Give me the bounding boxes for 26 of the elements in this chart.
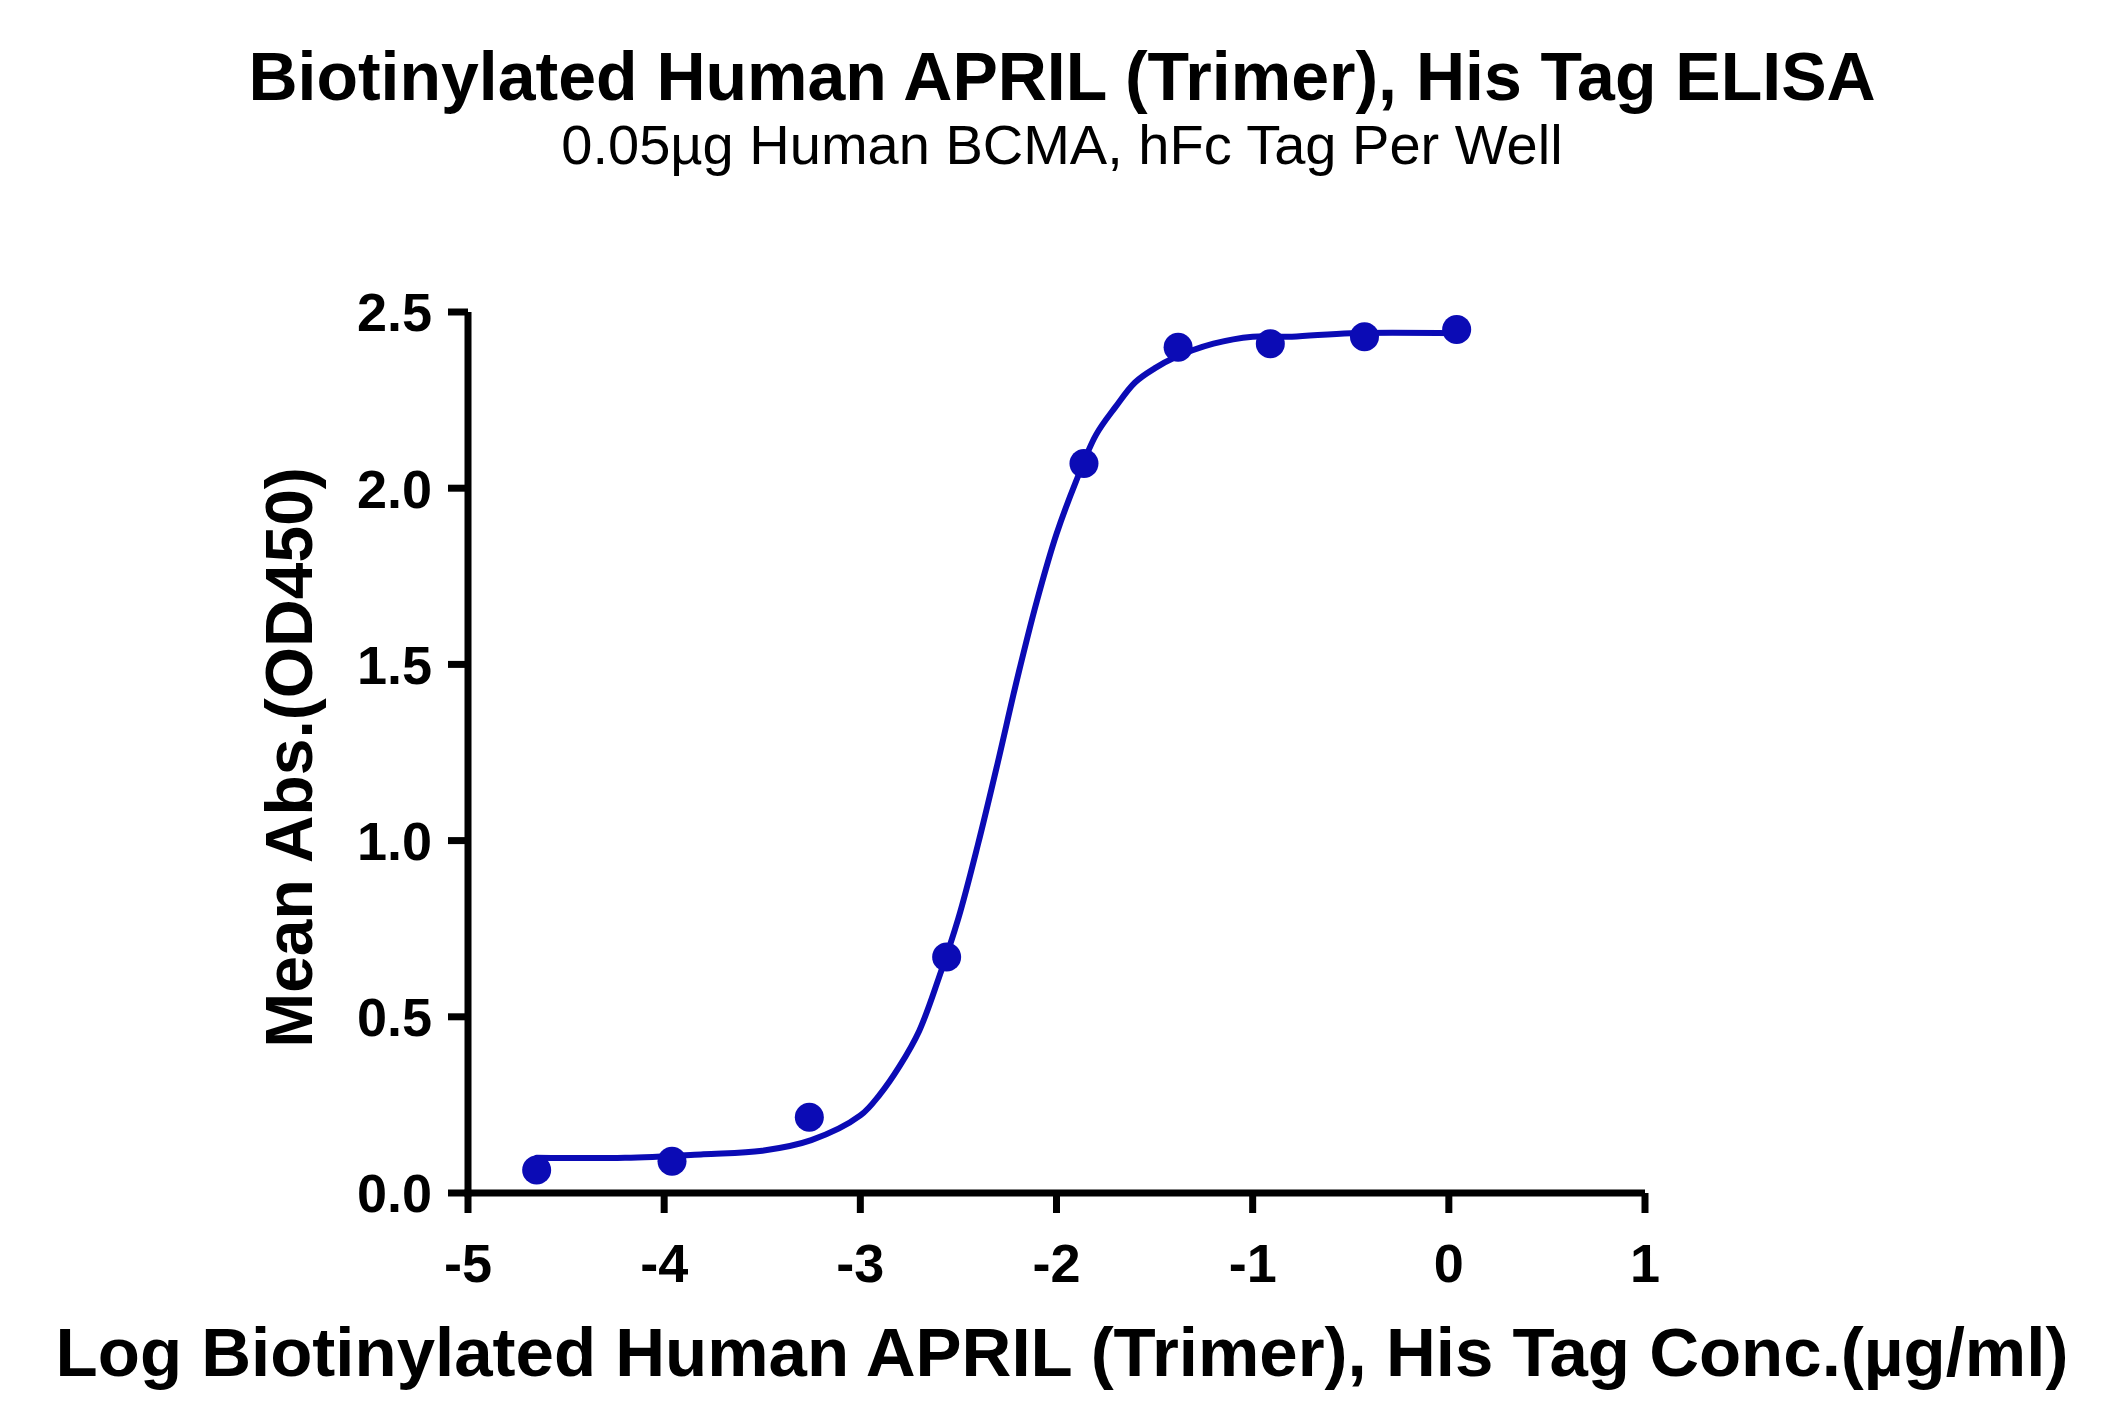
- point: [932, 942, 962, 972]
- x-tick-label: -5: [443, 1233, 493, 1293]
- x-tick-label: 1: [1629, 1233, 1661, 1293]
- y-tick-label: 0.0: [356, 1163, 432, 1224]
- y-tick-label: 2.0: [356, 458, 432, 519]
- y-tick-label: 1.0: [356, 811, 432, 872]
- x-tick-label: 0: [1433, 1233, 1464, 1293]
- y-tick-label: 1.5: [356, 634, 432, 695]
- point: [1163, 332, 1193, 362]
- y-tick-label: 2.5: [356, 282, 432, 343]
- point: [522, 1155, 552, 1185]
- point: [1255, 329, 1285, 359]
- x-tick-label: -2: [1032, 1233, 1081, 1293]
- y-tick-label: 0.5: [356, 987, 432, 1048]
- point: [794, 1102, 824, 1132]
- point: [1349, 322, 1379, 352]
- x-tick-label: -1: [1228, 1233, 1277, 1293]
- chart-subtitle: 0.05µg Human BCMA, hFc Tag Per Well: [561, 113, 1563, 176]
- x-tick-label: -3: [836, 1233, 885, 1293]
- x-axis-title: Log Biotinylated Human APRIL (Trimer), His Tag Conc.(µg/ml): [55, 1314, 2069, 1391]
- y-axis-title: Mean Abs.(OD450): [252, 467, 326, 1048]
- point: [657, 1146, 687, 1176]
- point: [1442, 315, 1472, 345]
- point: [1069, 449, 1099, 478]
- x-tick-label: -4: [640, 1233, 689, 1293]
- chart-title: Biotinylated Human APRIL (Trimer), His Tag ELISA: [248, 38, 1876, 114]
